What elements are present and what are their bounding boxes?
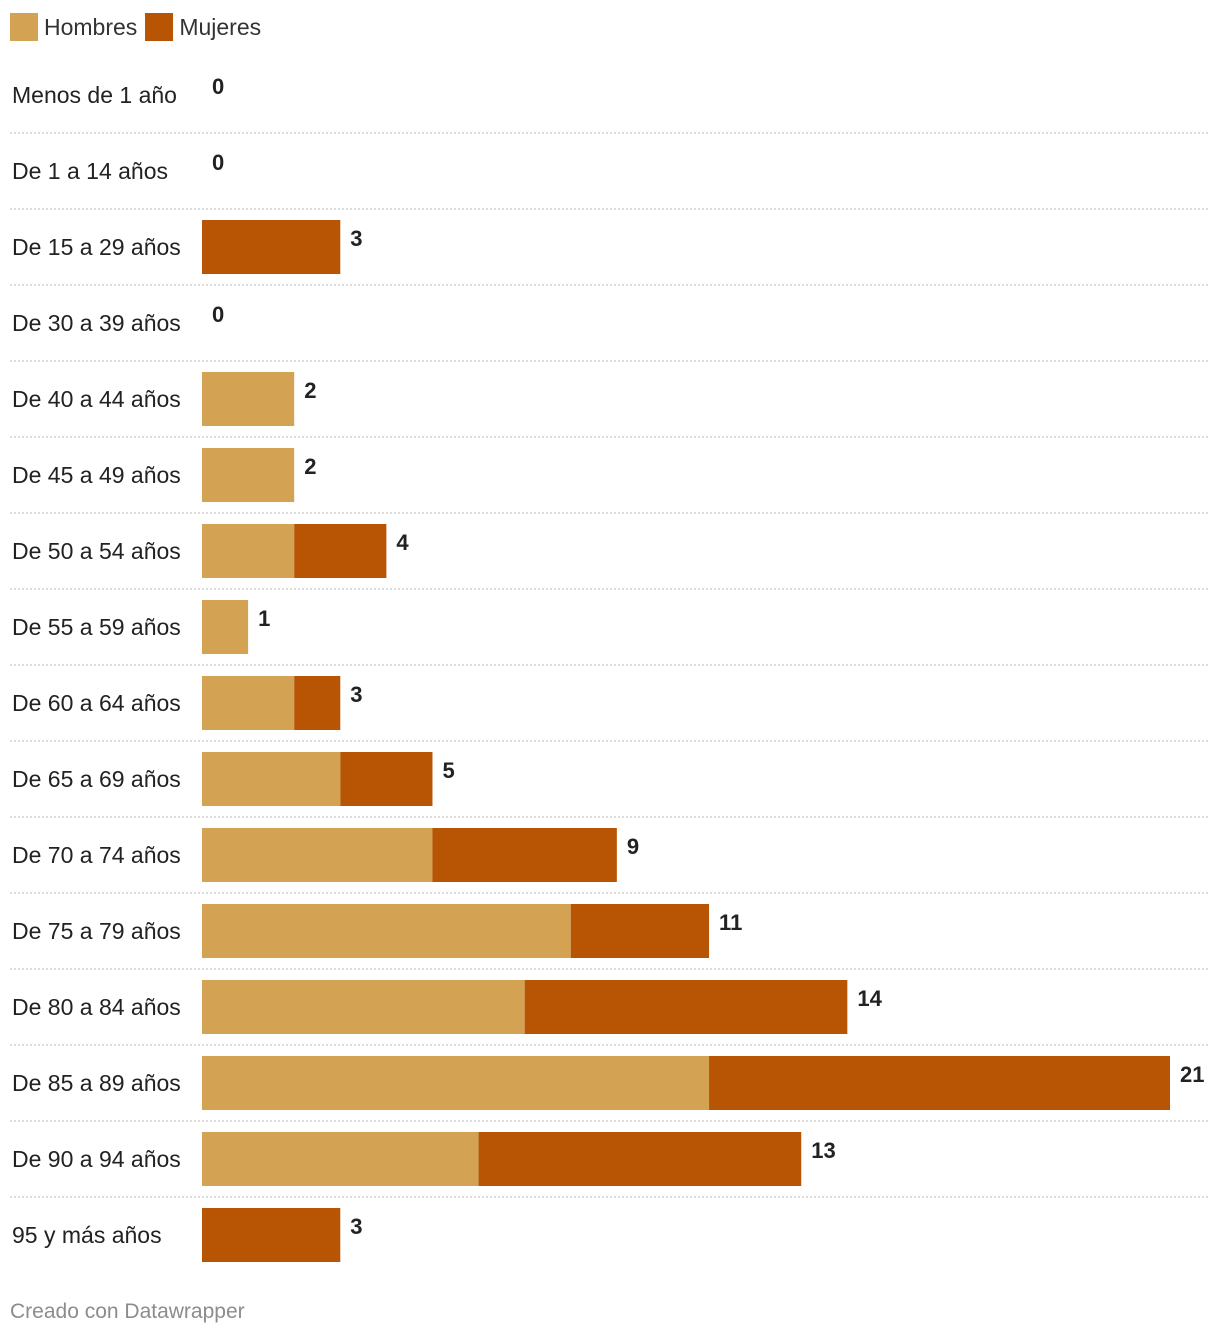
category-label: De 90 a 94 años <box>12 1146 181 1172</box>
category-label: De 40 a 44 años <box>12 386 181 412</box>
bar-row-de-15-a-29-anos: De 15 a 29 años 3 <box>10 220 1208 286</box>
category-label: De 45 a 49 años <box>12 462 181 488</box>
category-label: 95 y más años <box>12 1222 162 1248</box>
bar-row-menos-de-1-ano: Menos de 1 año 0 <box>10 74 1208 134</box>
bar-segment-hombres <box>202 372 295 426</box>
bar-row-95-y-mas-anos: 95 y más años 3 <box>12 1208 363 1262</box>
bar-segment-hombres <box>202 1056 710 1110</box>
value-label: 1 <box>258 606 270 631</box>
bar-segment-hombres <box>202 524 295 578</box>
value-label: 3 <box>350 226 362 251</box>
bar-segment-mujeres <box>202 220 341 274</box>
value-label: 3 <box>350 1214 362 1239</box>
bar-segment-hombres <box>202 600 249 654</box>
legend-label-mujeres: Mujeres <box>179 13 262 40</box>
value-label: 0 <box>212 302 224 327</box>
category-label: De 55 a 59 años <box>12 614 181 640</box>
bar-segment-mujeres <box>294 676 341 730</box>
bar-segment-hombres <box>202 1132 479 1186</box>
value-label: 0 <box>212 150 224 175</box>
bar-row-de-40-a-44-anos: De 40 a 44 años 2 <box>10 372 1208 438</box>
bar-segment-mujeres <box>478 1132 802 1186</box>
value-label: 14 <box>857 986 882 1011</box>
bar-segment-mujeres <box>294 524 387 578</box>
value-label: 11 <box>719 910 742 935</box>
bar-segment-mujeres <box>524 980 848 1034</box>
bar-row-de-70-a-74-anos: De 70 a 74 años 9 <box>10 828 1208 894</box>
value-label: 13 <box>811 1138 835 1163</box>
legend-swatch-hombres <box>10 13 38 41</box>
bar-segment-mujeres <box>340 752 433 806</box>
category-label: De 1 a 14 años <box>12 158 168 184</box>
bar-segment-hombres <box>202 676 295 730</box>
category-label: De 85 a 89 años <box>12 1070 181 1096</box>
category-label: De 80 a 84 años <box>12 994 181 1020</box>
category-label: De 30 a 39 años <box>12 310 181 336</box>
legend: Hombres Mujeres <box>10 12 269 42</box>
bar-segment-hombres <box>202 904 571 958</box>
value-label: 0 <box>212 74 224 99</box>
bar-row-de-60-a-64-anos: De 60 a 64 años 3 <box>10 676 1208 742</box>
bar-row-de-50-a-54-anos: De 50 a 54 años 4 <box>10 524 1208 590</box>
value-label: 2 <box>304 378 316 403</box>
bar-segment-hombres <box>202 752 341 806</box>
bar-segment-hombres <box>202 448 295 502</box>
bar-row-de-65-a-69-anos: De 65 a 69 años 5 <box>10 752 1208 818</box>
bar-row-de-85-a-89-anos: De 85 a 89 años 21 <box>10 1056 1208 1122</box>
value-label: 9 <box>627 834 639 859</box>
bar-row-de-45-a-49-anos: De 45 a 49 años 2 <box>10 448 1208 514</box>
legend-item-mujeres: Mujeres <box>145 13 261 41</box>
bar-segment-hombres <box>202 980 525 1034</box>
value-label: 3 <box>350 682 362 707</box>
stacked-bar-chart: Menos de 1 año 0 De 1 a 14 años 0 De 15 a 29… <box>10 74 1208 1262</box>
bar-row-de-80-a-84-anos: De 80 a 84 años 14 <box>10 980 1208 1046</box>
bar-segment-mujeres <box>570 904 710 958</box>
bar-row-de-1-a-14-anos: De 1 a 14 años 0 <box>10 150 1208 210</box>
value-label: 2 <box>304 454 316 479</box>
bar-segment-hombres <box>202 828 433 882</box>
bar-segment-mujeres <box>432 828 617 882</box>
bar-row-de-30-a-39-anos: De 30 a 39 años 0 <box>10 302 1208 362</box>
category-label: De 75 a 79 años <box>12 918 181 944</box>
bar-row-de-75-a-79-anos: De 75 a 79 años 11 <box>10 904 1208 970</box>
value-label: 4 <box>396 530 409 555</box>
category-label: De 50 a 54 años <box>12 538 181 564</box>
legend-item-hombres: Hombres <box>10 13 137 41</box>
bar-row-de-55-a-59-anos: De 55 a 59 años 1 <box>10 600 1208 666</box>
value-label: 5 <box>442 758 454 783</box>
category-label: Menos de 1 año <box>12 82 177 108</box>
category-label: De 65 a 69 años <box>12 766 181 792</box>
category-label: De 70 a 74 años <box>12 842 181 868</box>
bar-segment-mujeres <box>709 1056 1170 1110</box>
value-label: 21 <box>1180 1062 1204 1087</box>
footer-credit: Creado con Datawrapper <box>10 1300 245 1323</box>
bar-row-de-90-a-94-anos: De 90 a 94 años 13 <box>10 1132 1208 1198</box>
legend-swatch-mujeres <box>145 13 174 41</box>
bar-segment-mujeres <box>202 1208 341 1262</box>
legend-label-hombres: Hombres <box>44 13 138 40</box>
category-label: De 15 a 29 años <box>12 234 181 260</box>
category-label: De 60 a 64 años <box>12 690 181 716</box>
